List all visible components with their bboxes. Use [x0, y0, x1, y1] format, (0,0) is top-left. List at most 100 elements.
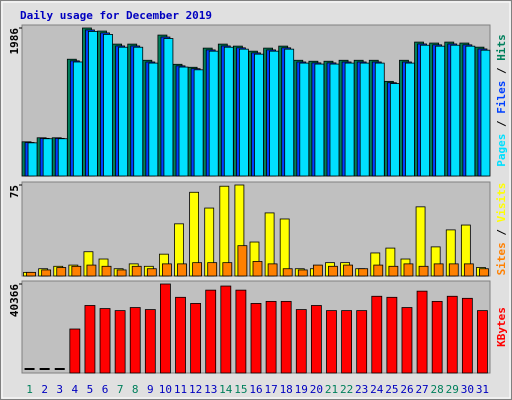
legend: Sites / Visits — [495, 183, 508, 276]
bar — [415, 206, 426, 277]
bar — [177, 263, 187, 277]
bar — [284, 48, 295, 177]
bar — [239, 48, 249, 177]
legend-separator: / — [495, 61, 508, 81]
x-tick-label: 11 — [174, 383, 187, 396]
bar — [431, 300, 443, 374]
bar — [389, 83, 400, 177]
legend: KBytes — [495, 307, 508, 347]
legend-entry: Hits — [495, 34, 508, 61]
bar — [420, 44, 430, 177]
x-tick-label: 10 — [159, 383, 172, 396]
bar — [88, 31, 98, 177]
bar — [205, 289, 217, 374]
bar — [160, 283, 171, 374]
bar — [418, 265, 429, 277]
y-tick-label: 40366 — [8, 284, 21, 317]
bar — [235, 289, 247, 374]
x-tick-label: 20 — [310, 383, 323, 396]
bar — [116, 269, 127, 277]
bar — [146, 268, 157, 277]
bar — [144, 309, 156, 374]
bar — [27, 142, 38, 177]
bar — [175, 296, 186, 374]
bar — [265, 300, 277, 374]
bar — [267, 263, 278, 277]
x-tick-label: 13 — [204, 383, 217, 396]
bar — [314, 63, 325, 177]
bar — [371, 295, 383, 374]
bar — [326, 310, 337, 374]
bar — [222, 262, 233, 277]
bar — [388, 265, 399, 277]
bar — [250, 303, 262, 374]
bar — [103, 34, 113, 177]
x-tick-label: 30 — [461, 383, 474, 396]
bar — [374, 62, 385, 177]
bar — [26, 271, 36, 277]
bar — [193, 69, 204, 177]
bar — [84, 305, 96, 374]
legend-entry: KBytes — [495, 307, 508, 347]
x-tick-label: 27 — [415, 383, 428, 396]
x-tick-label: 22 — [340, 383, 353, 396]
bar — [328, 265, 338, 277]
bar — [131, 265, 142, 277]
x-tick-label: 8 — [132, 383, 139, 396]
bar — [72, 61, 83, 177]
bar — [280, 300, 292, 374]
x-tick-label: 19 — [295, 383, 308, 396]
bar — [133, 46, 144, 177]
x-tick-label: 14 — [219, 383, 233, 396]
bar — [356, 310, 368, 374]
x-tick-label: 24 — [370, 383, 384, 396]
bar — [463, 263, 474, 277]
legend-entry: Visits — [495, 183, 508, 223]
bar — [42, 138, 53, 177]
bar — [101, 265, 112, 277]
bar — [99, 308, 111, 374]
bar — [297, 269, 308, 277]
bar — [343, 264, 353, 277]
x-tick-label: 9 — [147, 383, 154, 396]
bar — [359, 62, 370, 177]
bar — [56, 267, 67, 277]
legend-separator: / — [495, 222, 508, 242]
bar — [386, 296, 398, 374]
bar — [178, 66, 189, 177]
bar — [148, 62, 159, 177]
x-tick-label: 18 — [280, 383, 293, 396]
x-tick-label: 5 — [87, 383, 94, 396]
bar — [358, 268, 369, 277]
bar — [220, 285, 232, 374]
bar — [448, 263, 459, 277]
bar — [282, 268, 293, 277]
bar — [223, 46, 234, 177]
bar — [118, 46, 129, 177]
x-tick-label: 3 — [56, 383, 63, 396]
legend-entry: Pages — [495, 134, 508, 167]
x-tick-label: 25 — [385, 383, 398, 396]
bar — [310, 305, 322, 374]
bar — [312, 264, 323, 277]
bar — [480, 49, 491, 177]
bar — [163, 38, 174, 177]
bar — [41, 269, 52, 277]
x-tick-label: 6 — [102, 383, 109, 396]
x-tick-label: 4 — [72, 383, 79, 396]
bar — [461, 297, 473, 374]
bar — [299, 62, 310, 177]
bar — [71, 265, 82, 277]
bar — [433, 263, 444, 277]
x-tick-label: 31 — [476, 383, 489, 396]
bar — [162, 263, 172, 277]
bar — [279, 218, 290, 277]
x-tick-label: 2 — [41, 383, 48, 396]
x-tick-label: 21 — [325, 383, 338, 396]
x-tick-label: 29 — [446, 383, 459, 396]
x-tick-label: 7 — [117, 383, 124, 396]
y-tick-label: 75 — [8, 185, 21, 198]
